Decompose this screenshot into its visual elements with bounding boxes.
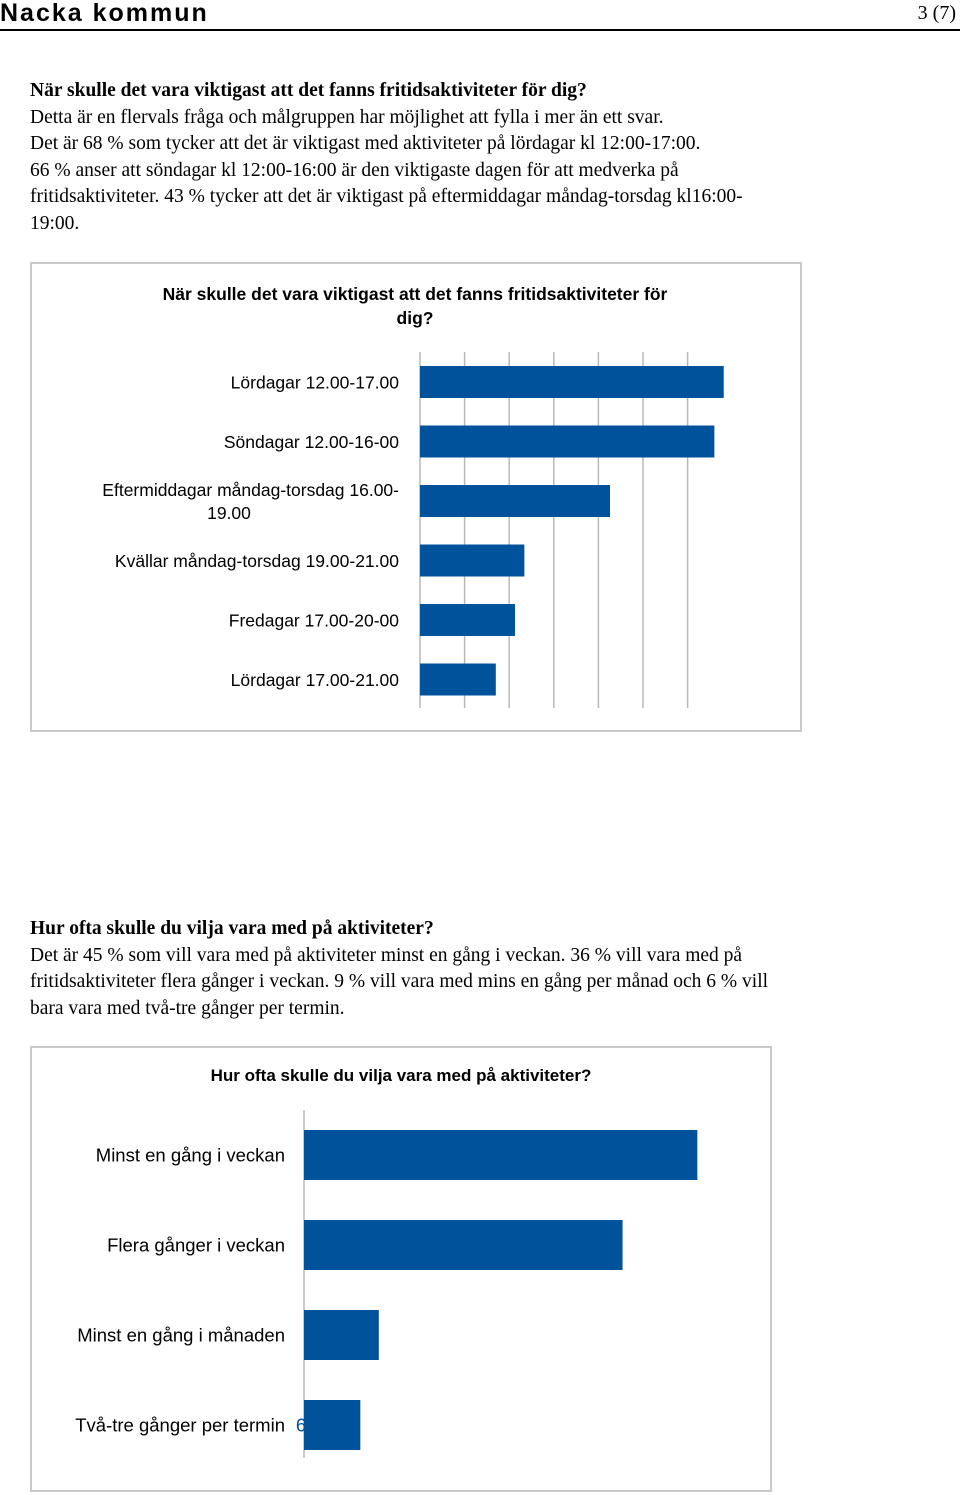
body-line: 19:00. (30, 212, 80, 234)
chart-frequency: Hur ofta skulle du vilja vara med på akt… (75, 1066, 698, 1458)
body-line: Det är 68 % som tycker att det är viktig… (30, 133, 701, 154)
bar (420, 663, 496, 696)
data-label: 6,40% (296, 1415, 348, 1436)
category-label: Lördagar 12.00-17.00 (231, 372, 400, 392)
category-label: 19.00 (207, 503, 251, 523)
data-label: 21,30% (444, 610, 503, 630)
data-label: 23,40% (453, 551, 512, 571)
bar (304, 1400, 361, 1450)
category-label: Minst en gång i månaden (77, 1325, 285, 1346)
category-label: Lördagar 17.00-21.00 (231, 670, 400, 690)
chart-title: Hur ofta skulle du vilja vara med på akt… (211, 1066, 592, 1085)
category-label: Eftermiddagar måndag-torsdag 16.00- (102, 480, 399, 500)
category-label: Söndagar 12.00-16-00 (224, 432, 399, 452)
bar (420, 425, 715, 458)
data-label: 8,50% (314, 1325, 366, 1346)
header-divider (0, 29, 960, 31)
body-line: Detta är en flervals fråga och målgruppe… (30, 106, 664, 128)
body-line: fritidsaktiviteter. 43 % tycker att det … (30, 186, 743, 207)
category-label: Kvällar måndag-torsdag 19.00-21.00 (115, 551, 399, 571)
data-label: 42,60% (539, 491, 598, 511)
section-heading: Hur ofta skulle du vilja vara med på akt… (30, 918, 434, 939)
category-label: Minst en gång i veckan (96, 1145, 285, 1166)
section-frequency: Hur ofta skulle du vilja vara med på akt… (30, 916, 910, 1022)
data-label: 44,70% (623, 1145, 686, 1166)
data-label: 68,10% (652, 372, 711, 392)
document-title: Nacka kommun (0, 0, 209, 27)
category-label: Fredagar 17.00-20-00 (229, 610, 400, 630)
chart-title: När skulle det vara viktigast att det fa… (163, 284, 668, 304)
bar (420, 485, 610, 517)
bar (304, 1310, 379, 1360)
bar (304, 1130, 698, 1180)
body-line: fritidsaktiviteter flera gånger i veckan… (30, 971, 769, 992)
data-label: 17% (449, 670, 484, 690)
category-label: Flera gånger i veckan (107, 1235, 285, 1256)
body-line: Det är 45 % som vill vara med på aktivit… (30, 944, 743, 966)
data-label: 36,20% (548, 1235, 611, 1256)
category-label: Två-tre gånger per termin (75, 1415, 285, 1436)
chart-frequency-frame: Hur ofta skulle du vilja vara med på akt… (30, 1046, 772, 1492)
bar (420, 366, 724, 398)
bar (420, 544, 525, 577)
section-schedule: När skulle det vara viktigast att det fa… (30, 78, 910, 237)
body-line: bara vara med två-tre gånger per termin. (30, 997, 345, 1019)
chart-schedule-frame: När skulle det vara viktigast att det fa… (30, 262, 802, 732)
page-number: 3 (7) (917, 2, 956, 24)
body-line: 66 % anser att söndagar kl 12:00-16:00 ä… (30, 159, 679, 181)
bar (420, 604, 515, 636)
chart-title: dig? (397, 308, 434, 328)
bar (304, 1220, 623, 1270)
section-heading: När skulle det vara viktigast att det fa… (30, 80, 587, 101)
chart-schedule: När skulle det vara viktigast att det fa… (102, 284, 724, 708)
data-label: 66% (667, 432, 702, 452)
